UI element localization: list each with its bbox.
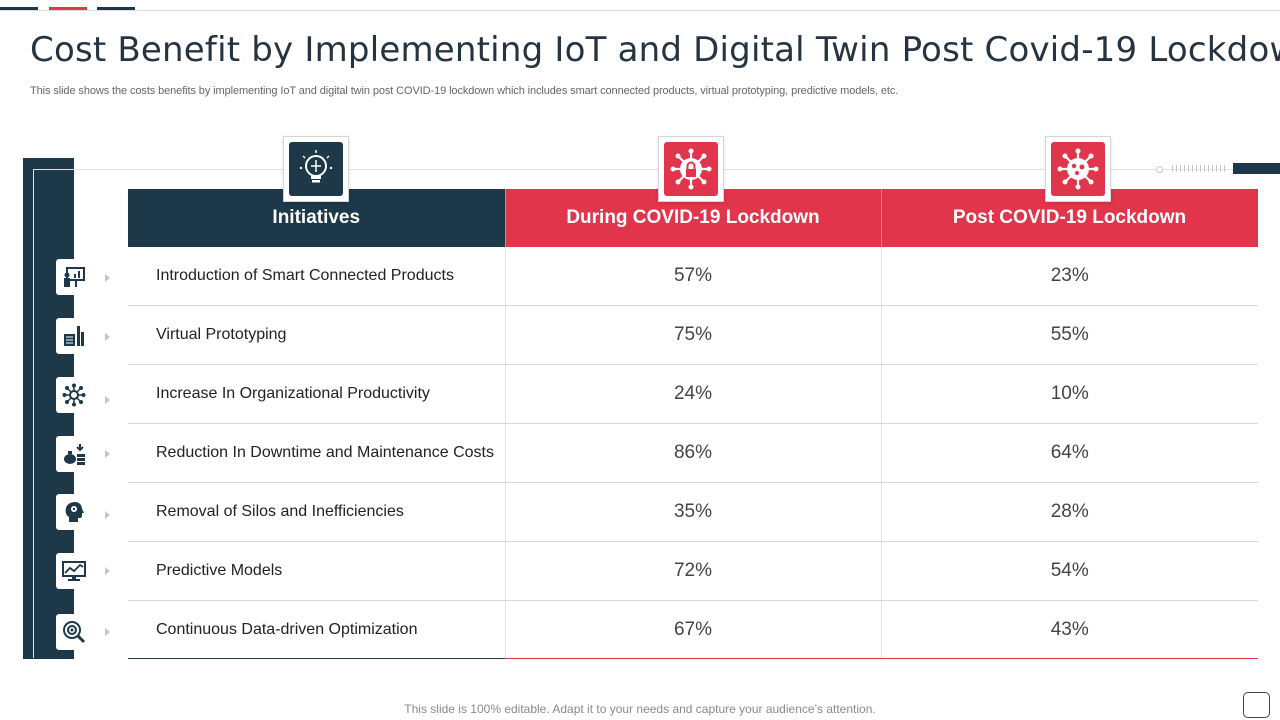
frame-dot bbox=[1156, 166, 1163, 173]
row-arrow-icon bbox=[105, 396, 110, 404]
network-icon bbox=[62, 383, 86, 407]
virus-icon bbox=[1057, 148, 1099, 190]
during-value-cell: 35% bbox=[505, 482, 882, 542]
during-value-cell: 57% bbox=[505, 247, 882, 306]
row-icon-box bbox=[56, 494, 92, 530]
row-icon-box bbox=[56, 259, 92, 295]
initiative-cell: Introduction of Smart Connected Products bbox=[128, 247, 506, 306]
slide-title: Cost Benefit by Implementing IoT and Dig… bbox=[30, 30, 1280, 70]
table-bottom-line-navy bbox=[128, 658, 505, 659]
top-accent-bar-3 bbox=[97, 7, 135, 11]
post-value-cell: 54% bbox=[881, 541, 1258, 601]
during-value-cell: 72% bbox=[505, 541, 882, 601]
row-icon-box bbox=[56, 318, 92, 354]
during-value-cell: 24% bbox=[505, 364, 882, 424]
post-value-cell: 23% bbox=[881, 247, 1258, 306]
table-row: Continuous Data-driven Optimization 67% … bbox=[128, 600, 1258, 659]
during-value-cell: 75% bbox=[505, 305, 882, 365]
frame-line-horizontal bbox=[33, 169, 1233, 170]
slide-subtitle: This slide shows the costs benefits by i… bbox=[30, 85, 899, 97]
target-search-icon bbox=[63, 621, 86, 644]
top-divider bbox=[0, 10, 1280, 11]
row-icon-box bbox=[56, 436, 92, 472]
initiative-cell: Virtual Prototyping bbox=[128, 305, 506, 365]
money-coins-icon bbox=[64, 444, 85, 465]
lightbulb-icon bbox=[299, 150, 333, 183]
row-icon-box bbox=[56, 553, 92, 589]
row-icon-box bbox=[56, 377, 92, 413]
initiative-cell: Removal of Silos and Inefficiencies bbox=[128, 482, 506, 542]
initiative-cell: Increase In Organizational Productivity bbox=[128, 364, 506, 424]
row-icon-box bbox=[56, 614, 92, 650]
header-icon-box-2 bbox=[658, 136, 724, 202]
table-row: Increase In Organizational Productivity … bbox=[128, 364, 1258, 424]
row-arrow-icon bbox=[105, 333, 110, 341]
table-row: Virtual Prototyping 75% 55% bbox=[128, 305, 1258, 365]
row-arrow-icon bbox=[105, 511, 110, 519]
header-icon-box-3 bbox=[1045, 136, 1111, 202]
row-arrow-icon bbox=[105, 567, 110, 575]
frame-tick-marks bbox=[1172, 165, 1228, 172]
table-row: Introduction of Smart Connected Products… bbox=[128, 247, 1258, 306]
virus-lock-icon bbox=[670, 148, 712, 190]
post-value-cell: 55% bbox=[881, 305, 1258, 365]
presentation-icon bbox=[64, 267, 85, 287]
table-row: Removal of Silos and Inefficiencies 35% … bbox=[128, 482, 1258, 542]
top-accent-bar-1 bbox=[0, 7, 38, 11]
post-value-cell: 43% bbox=[1050, 619, 1089, 640]
corner-logo-box bbox=[1243, 692, 1270, 718]
initiative-cell: Reduction In Downtime and Maintenance Co… bbox=[128, 423, 506, 483]
post-value-cell: 64% bbox=[881, 423, 1258, 483]
header-icon-box-1 bbox=[283, 136, 349, 202]
frame-line-vertical bbox=[33, 169, 34, 658]
head-gear-icon bbox=[65, 502, 84, 522]
initiative-cell: Continuous Data-driven Optimization bbox=[128, 600, 506, 659]
row-arrow-icon bbox=[105, 274, 110, 282]
top-accent-bar-2 bbox=[49, 7, 87, 11]
during-value-cell: 67% bbox=[505, 600, 882, 659]
slide-footer: This slide is 100% editable. Adapt it to… bbox=[404, 702, 876, 716]
table-bottom-line-red bbox=[505, 658, 1258, 659]
cost-benefit-table: Initiatives During COVID-19 Lockdown Pos… bbox=[128, 189, 1259, 659]
initiative-cell: Predictive Models bbox=[128, 541, 506, 601]
post-value-cell: 10% bbox=[881, 364, 1258, 424]
post-value-cell: 28% bbox=[881, 482, 1258, 542]
table-row: Reduction In Downtime and Maintenance Co… bbox=[128, 423, 1258, 483]
right-accent-bar bbox=[1233, 163, 1280, 174]
chart-monitor-icon bbox=[62, 561, 86, 581]
prototype-icon bbox=[64, 326, 84, 346]
row-arrow-icon bbox=[105, 450, 110, 458]
row-arrow-icon bbox=[105, 628, 110, 636]
during-value-cell: 86% bbox=[505, 423, 882, 483]
table-row: Predictive Models 72% 54% bbox=[128, 541, 1258, 601]
